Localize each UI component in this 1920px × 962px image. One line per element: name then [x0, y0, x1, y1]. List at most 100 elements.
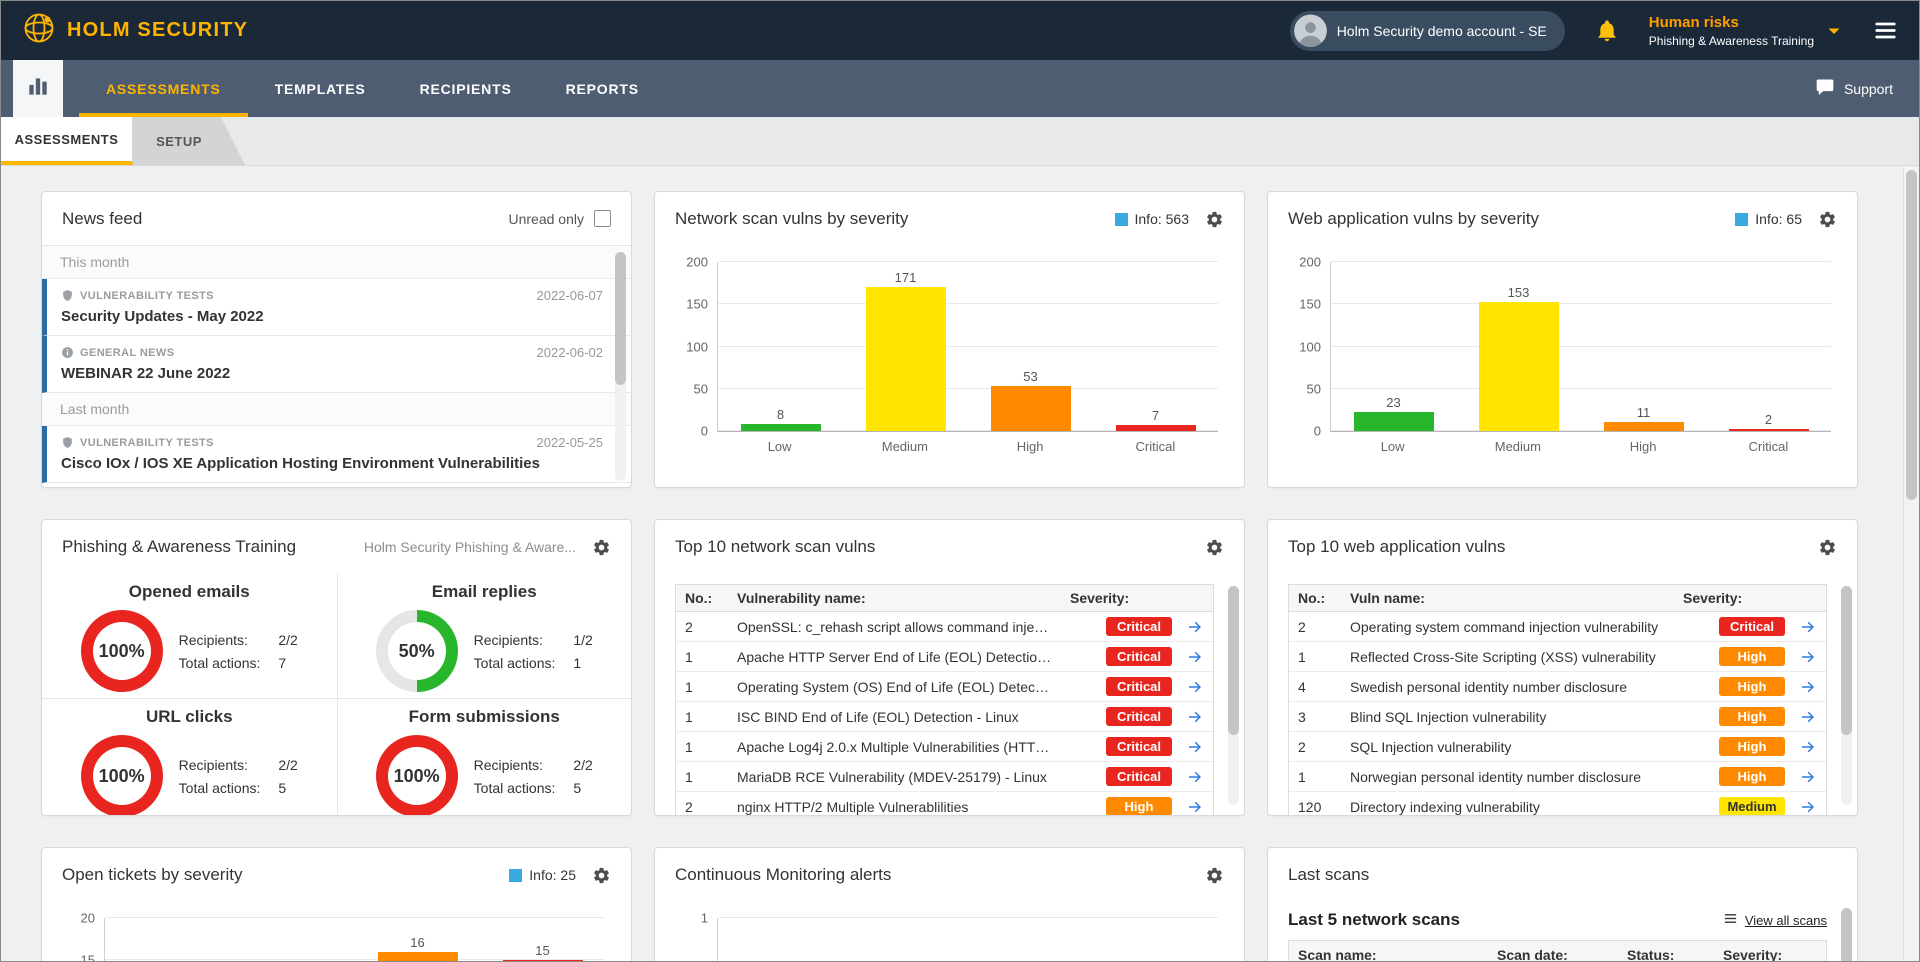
- bar-critical: [1728, 429, 1809, 431]
- open-vuln-arrow-button[interactable]: [1186, 798, 1204, 816]
- open-vuln-arrow-button[interactable]: [1186, 648, 1204, 666]
- unread-only-checkbox[interactable]: [594, 210, 611, 227]
- table-scrollbar[interactable]: [1841, 586, 1852, 805]
- settings-gear-icon[interactable]: [1818, 210, 1837, 229]
- news-date: 2022-06-07: [536, 288, 604, 303]
- stat-label: Opened emails: [128, 582, 250, 601]
- severity-badge: Critical: [1106, 707, 1172, 726]
- news-feed-card: News feed Unread only This month VULNERAB…: [41, 191, 632, 488]
- dashboard-tab[interactable]: [13, 60, 63, 117]
- open-vuln-arrow-button[interactable]: [1799, 738, 1817, 756]
- severity-badge: High: [1106, 797, 1172, 815]
- vuln-row: 2 Operating system command injection vuln…: [1289, 612, 1826, 642]
- card-title: Web application vulns by severity: [1288, 209, 1540, 228]
- dashboard-content: News feed Unread only This month VULNERAB…: [1, 166, 1919, 961]
- table-scrollbar[interactable]: [1228, 586, 1239, 805]
- settings-gear-icon[interactable]: [1818, 538, 1837, 557]
- unread-only-toggle[interactable]: Unread only: [509, 210, 611, 227]
- phishing-stats-grid: Opened emails 100% Recipients: 2/2 Total act…: [42, 574, 631, 815]
- tab-assessments[interactable]: ASSESSMENTS: [1, 117, 133, 165]
- main-nav-items: ASSESSMENTS TEMPLATES RECIPIENTS REPORTS: [79, 60, 666, 117]
- top-web-vulns-card: Top 10 web application vulns No.: Vuln na…: [1267, 519, 1858, 816]
- info-legend: Info: 65: [1735, 211, 1802, 227]
- vuln-row: 1 Apache Log4j 2.0.x Multiple Vulnerabili…: [676, 732, 1213, 762]
- open-tickets-card: Open tickets by severity Info: 25 051015…: [41, 847, 632, 961]
- brand[interactable]: HOLM SECURITY: [21, 10, 248, 51]
- donut-chart: 100%: [375, 735, 458, 815]
- account-chip[interactable]: Holm Security demo account - SE: [1289, 10, 1565, 51]
- settings-gear-icon[interactable]: [1205, 538, 1224, 557]
- vuln-row: 1 MariaDB RCE Vulnerability (MDEV-25179) …: [676, 762, 1213, 792]
- open-vuln-arrow-button[interactable]: [1186, 768, 1204, 786]
- nav-item-assessments[interactable]: ASSESSMENTS: [79, 60, 248, 117]
- bar-high: [377, 951, 458, 961]
- donut-percent: 50%: [387, 622, 446, 680]
- module-title: Human risks: [1648, 13, 1739, 31]
- module-switcher-text: Human risks Phishing & Awareness Trainin…: [1649, 14, 1814, 48]
- settings-gear-icon[interactable]: [592, 866, 611, 885]
- severity-badge: Critical: [1719, 617, 1785, 636]
- view-all-scans-link[interactable]: View all scans: [1723, 911, 1827, 929]
- info-legend: Info: 25: [509, 867, 576, 883]
- tab-setup[interactable]: SETUP: [133, 117, 245, 165]
- open-vuln-arrow-button[interactable]: [1799, 708, 1817, 726]
- nav-item-templates[interactable]: TEMPLATES: [274, 80, 366, 97]
- bar-low: [1353, 411, 1434, 431]
- open-vuln-arrow-button[interactable]: [1799, 678, 1817, 696]
- info-legend: Info: 563: [1114, 211, 1189, 227]
- open-vuln-arrow-button[interactable]: [1799, 648, 1817, 666]
- bar-high: [1603, 421, 1684, 431]
- scans-scrollbar[interactable]: [1841, 908, 1852, 961]
- donut-chart: 100%: [80, 735, 163, 815]
- last-scans-body: Last 5 network scans View all scans Scan…: [1268, 902, 1857, 961]
- bar-medium: [1478, 301, 1559, 431]
- module-switcher[interactable]: Human risks Phishing & Awareness Trainin…: [1649, 14, 1842, 48]
- nav-item-reports[interactable]: REPORTS: [565, 80, 639, 97]
- general-news-icon: [61, 346, 74, 359]
- card-title: Top 10 web application vulns: [1288, 537, 1506, 556]
- chat-icon: [1815, 77, 1835, 100]
- news-item[interactable]: VULNERABILITY TESTS 2022-05-25 Cisco IOx /…: [42, 426, 631, 483]
- settings-gear-icon[interactable]: [1205, 210, 1224, 229]
- news-scrollbar[interactable]: [615, 252, 626, 481]
- settings-gear-icon[interactable]: [1205, 866, 1224, 885]
- stat-label: Form submissions: [408, 707, 560, 726]
- top-network-vulns-card: Top 10 network scan vulns No.: Vulnerabil…: [654, 519, 1245, 816]
- open-vuln-arrow-button[interactable]: [1186, 738, 1204, 756]
- page-scrollbar[interactable]: [1903, 167, 1918, 960]
- phishing-stat: Opened emails 100% Recipients: 2/2 Total act…: [42, 574, 337, 698]
- web-vulns-card: Web application vulns by severity Info: …: [1267, 191, 1858, 488]
- open-vuln-arrow-button[interactable]: [1799, 798, 1817, 816]
- card-title: Continuous Monitoring alerts: [675, 865, 892, 884]
- open-vuln-arrow-button[interactable]: [1186, 678, 1204, 696]
- avatar: [1293, 14, 1327, 47]
- open-vuln-arrow-button[interactable]: [1799, 768, 1817, 786]
- news-title: Cisco IOx / IOS XE Application Hosting E…: [61, 455, 540, 472]
- vuln-row: 1 Norwegian personal identity number disc…: [1289, 762, 1826, 792]
- support-button[interactable]: Support: [1789, 60, 1919, 117]
- card-title: Network scan vulns by severity: [675, 209, 909, 228]
- open-vuln-arrow-button[interactable]: [1799, 618, 1817, 636]
- network-vulns-chart: 0 50 100 150 200 8 171 53 7 Low Medium High Critical: [655, 246, 1244, 484]
- vuln-row: 2 SQL Injection vulnerability High: [1289, 732, 1826, 762]
- notifications-bell-icon[interactable]: [1595, 19, 1619, 43]
- card-title: Top 10 network scan vulns: [675, 537, 876, 556]
- settings-gear-icon[interactable]: [592, 538, 611, 557]
- hamburger-menu-icon[interactable]: [1872, 17, 1899, 44]
- severity-badge: Critical: [1106, 737, 1172, 756]
- news-item[interactable]: GENERAL NEWS 2022-06-02 WEBINAR 22 June 20…: [42, 336, 631, 393]
- open-vuln-arrow-button[interactable]: [1186, 618, 1204, 636]
- severity-badge: High: [1719, 647, 1785, 666]
- chevron-down-icon: [1826, 23, 1842, 39]
- vuln-row: 1 Reflected Cross-Site Scripting (XSS) vu…: [1289, 642, 1826, 672]
- donut-chart: 100%: [80, 610, 163, 692]
- open-vuln-arrow-button[interactable]: [1186, 708, 1204, 726]
- nav-item-recipients[interactable]: RECIPIENTS: [419, 80, 512, 97]
- severity-badge: Critical: [1106, 677, 1172, 696]
- info-legend-swatch: [509, 868, 523, 882]
- card-title: News feed: [62, 208, 143, 228]
- vuln-row: 1 Operating System (OS) End of Life (EOL)…: [676, 672, 1213, 702]
- phishing-stat: Email replies 50% Recipients: 1/2 Total acti…: [336, 574, 632, 698]
- monitoring-chart: 1: [655, 902, 1244, 961]
- news-item[interactable]: VULNERABILITY TESTS 2022-06-07 Security Up…: [42, 279, 631, 336]
